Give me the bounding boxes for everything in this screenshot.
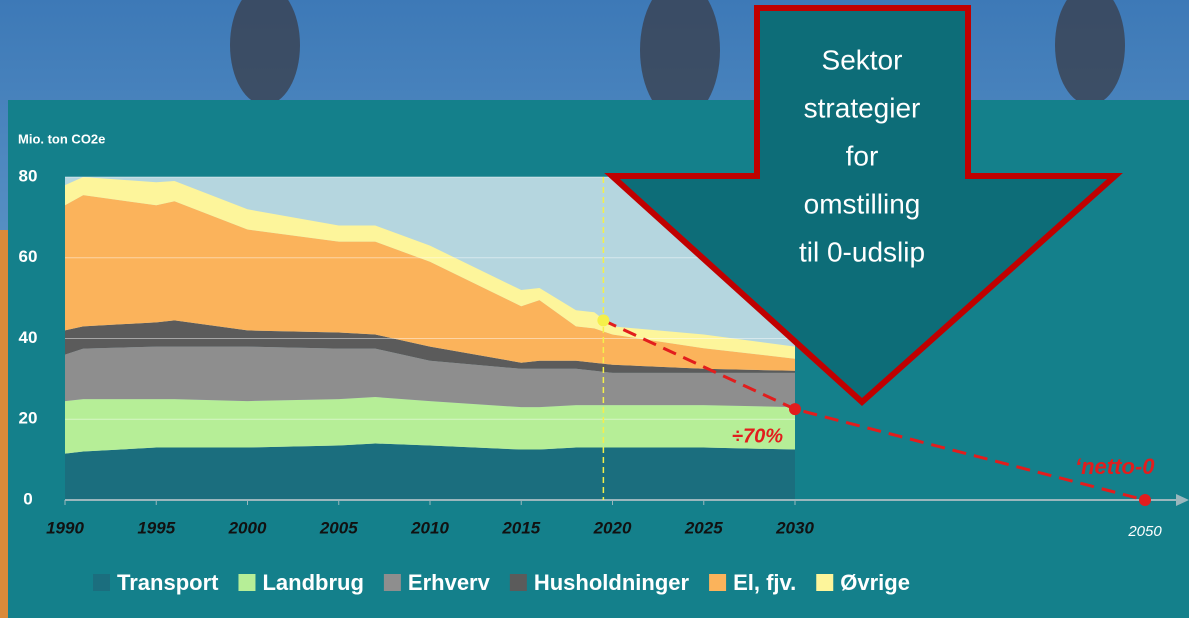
trend-label: ÷70% bbox=[732, 425, 783, 447]
legend-swatch bbox=[709, 574, 726, 591]
x-tick-label: 2020 bbox=[593, 518, 632, 537]
x-tick-label: 1990 bbox=[46, 518, 84, 537]
trend-point bbox=[1139, 494, 1151, 506]
legend-label: Landbrug bbox=[262, 570, 363, 595]
x-tick-label: 1995 bbox=[137, 518, 175, 537]
arrow-text: for bbox=[846, 140, 879, 171]
legend-label: Husholdninger bbox=[534, 570, 690, 595]
area bbox=[65, 397, 795, 454]
y-tick-label: 80 bbox=[19, 166, 38, 185]
x-tick-label: 2005 bbox=[319, 518, 358, 537]
y-axis-label: Mio. ton CO2e bbox=[18, 131, 105, 146]
x-tick-label: 2025 bbox=[684, 518, 723, 537]
trend-label: ‘netto-0 bbox=[1075, 454, 1155, 479]
x-tick-label: 2000 bbox=[228, 518, 267, 537]
x-tick-label: 2050 bbox=[1127, 523, 1162, 540]
legend-swatch bbox=[510, 574, 527, 591]
trend-point bbox=[789, 403, 801, 415]
y-tick-label: 40 bbox=[19, 328, 38, 347]
x-tick-label: 2015 bbox=[501, 518, 540, 537]
legend-swatch bbox=[238, 574, 255, 591]
y-tick-label: 0 bbox=[23, 489, 32, 508]
y-tick-label: 60 bbox=[19, 247, 38, 266]
area bbox=[65, 443, 795, 500]
x-tick-label: 2010 bbox=[410, 518, 449, 537]
trend-point bbox=[597, 314, 609, 326]
legend-label: Erhverv bbox=[408, 570, 491, 595]
arrow-text: strategier bbox=[804, 92, 921, 123]
legend-label: El, fjv. bbox=[733, 570, 796, 595]
legend-swatch bbox=[816, 574, 833, 591]
y-tick-label: 20 bbox=[19, 409, 38, 428]
slide: Mio. ton CO2e 0 20 40 60 80 1990 1995 2000 2005 2… bbox=[0, 0, 1189, 618]
arrow-text: til 0-udslip bbox=[799, 236, 925, 267]
legend-swatch bbox=[384, 574, 401, 591]
arrow-text: omstilling bbox=[804, 188, 921, 219]
x-tick-label: 2030 bbox=[775, 518, 814, 537]
legend-swatch bbox=[93, 574, 110, 591]
legend-label: Transport bbox=[117, 570, 219, 595]
arrow-text: Sektor bbox=[822, 44, 903, 75]
legend-label: Øvrige bbox=[840, 570, 910, 595]
